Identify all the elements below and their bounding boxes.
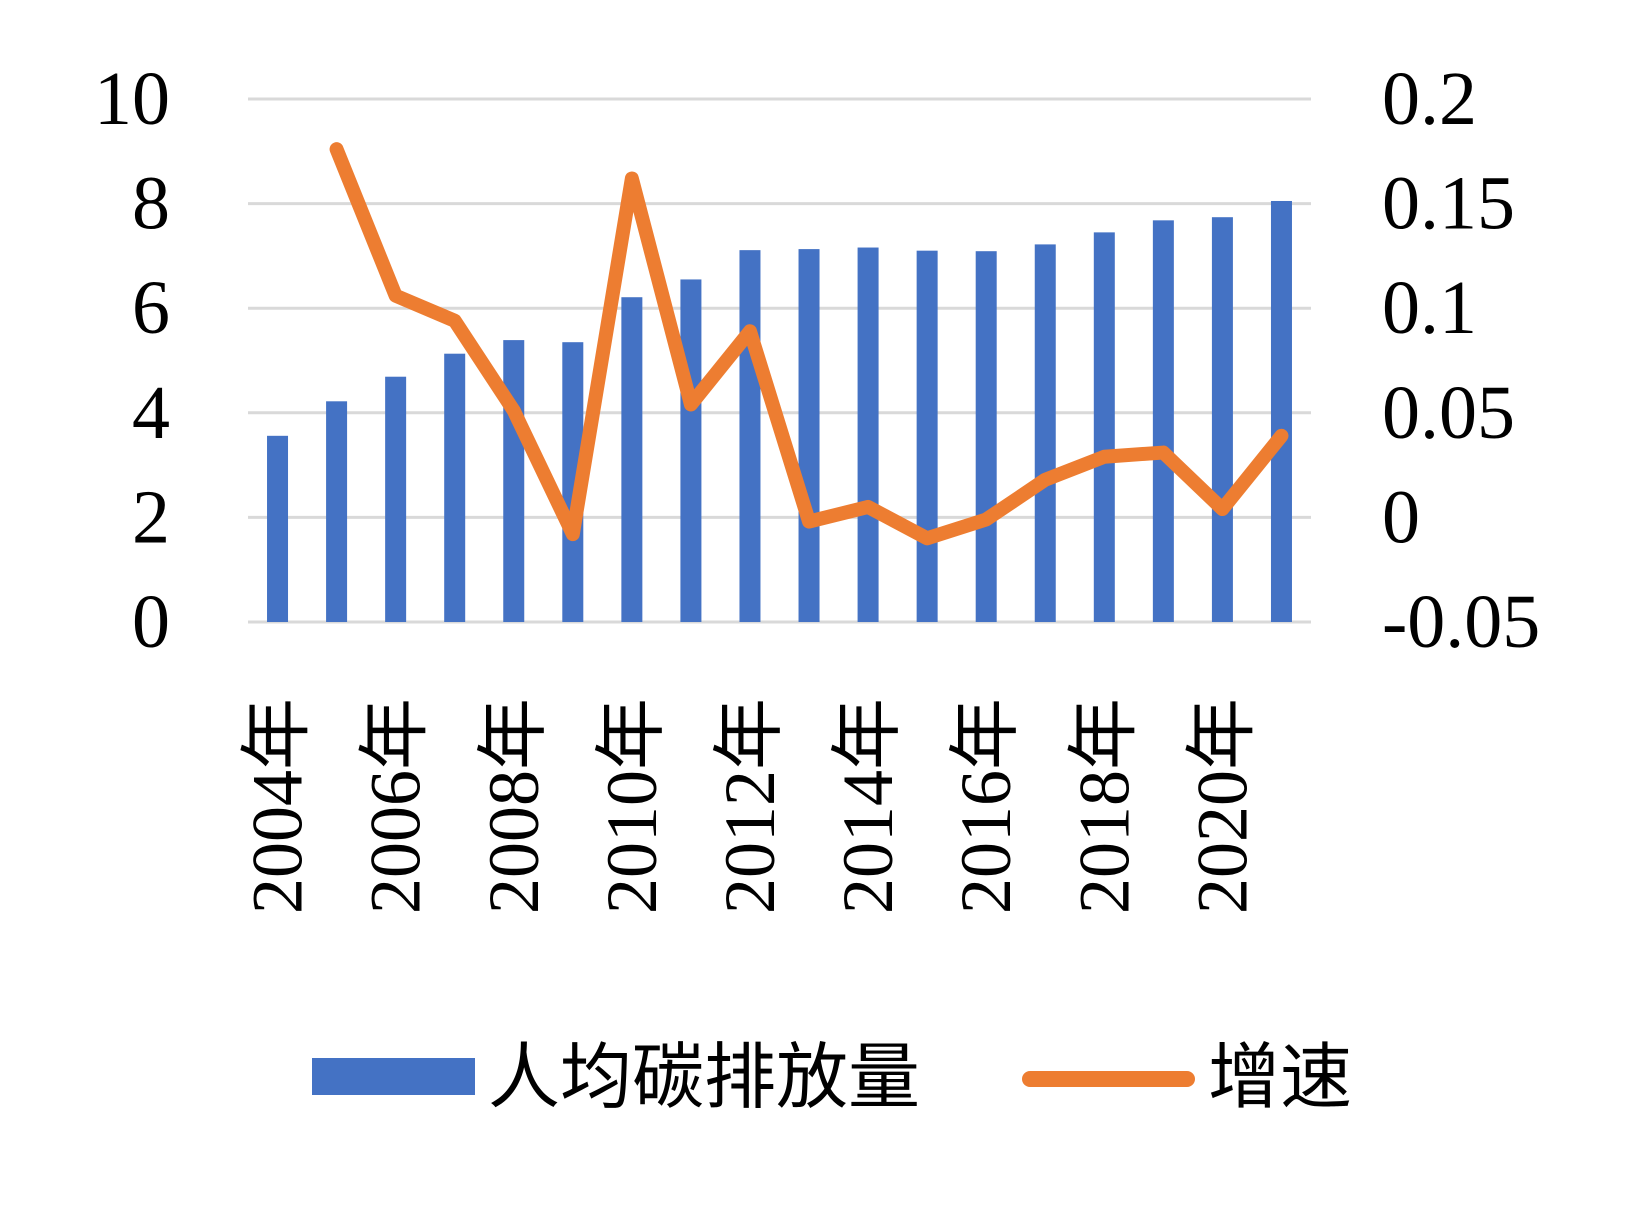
- x-axis-tick-label: 2018年: [1064, 698, 1144, 914]
- growth-rate-line: [329, 142, 1289, 546]
- left-axis-tick-label: 10: [94, 57, 170, 141]
- legend-line-swatch: [1022, 1071, 1195, 1087]
- right-axis-tick-label: -0.05: [1382, 580, 1540, 664]
- bar: [916, 250, 938, 623]
- left-axis-tick-label: 6: [132, 266, 170, 350]
- bar: [857, 247, 879, 623]
- bar: [444, 353, 466, 622]
- left-axis-tick-label: 2: [132, 475, 170, 559]
- bar: [1211, 217, 1233, 622]
- bar: [680, 279, 702, 622]
- bar: [326, 401, 348, 622]
- bar: [621, 297, 643, 622]
- left-axis-tick-label: 0: [132, 580, 170, 664]
- x-axis-tick-label: 2012年: [710, 698, 790, 914]
- x-axis-labels-group: 2004年 2006年 2008年 2010年 2012年 2014年 2016年 2018年…: [238, 698, 1263, 914]
- x-axis-tick-label: 2008年: [474, 698, 554, 914]
- right-axis-tick-label: 0: [1382, 475, 1420, 559]
- bar: [1093, 232, 1115, 623]
- right-axis-tick-label: 0.2: [1382, 57, 1477, 141]
- line-series-group: [329, 142, 1289, 546]
- x-axis-tick-label: 2006年: [356, 698, 436, 914]
- bar: [739, 250, 761, 622]
- x-axis-tick-label: 2010年: [592, 698, 672, 914]
- bar: [798, 249, 820, 622]
- left-axis-tick-label: 4: [132, 371, 170, 455]
- right-axis-labels-group: -0.05 0 0.05 0.1 0.15 0.2: [1382, 57, 1540, 664]
- gridlines-group: [248, 97, 1311, 624]
- left-axis-tick-label: 8: [132, 162, 170, 246]
- bar: [267, 435, 289, 622]
- legend-line-label: 增速: [1208, 1038, 1353, 1118]
- bar: [503, 340, 525, 622]
- bar: [385, 376, 407, 622]
- x-axis-tick-label: 2004年: [238, 698, 318, 914]
- bar: [562, 342, 584, 622]
- bar: [1270, 200, 1292, 623]
- bar: [1152, 220, 1174, 622]
- right-axis-tick-label: 0.15: [1382, 162, 1515, 246]
- right-axis-tick-label: 0.05: [1382, 371, 1515, 455]
- x-axis-tick-label: 2014年: [828, 698, 908, 914]
- x-axis-tick-label: 2016年: [946, 698, 1026, 914]
- x-axis-tick-label: 2020年: [1182, 698, 1262, 914]
- bar: [1034, 244, 1056, 623]
- right-axis-tick-label: 0.1: [1382, 266, 1477, 350]
- legend-bar-label: 人均碳排放量: [488, 1038, 921, 1118]
- legend-bar-swatch: [312, 1058, 475, 1095]
- bar: [975, 251, 997, 622]
- left-axis-labels-group: 0 2 4 6 8 10: [94, 57, 170, 664]
